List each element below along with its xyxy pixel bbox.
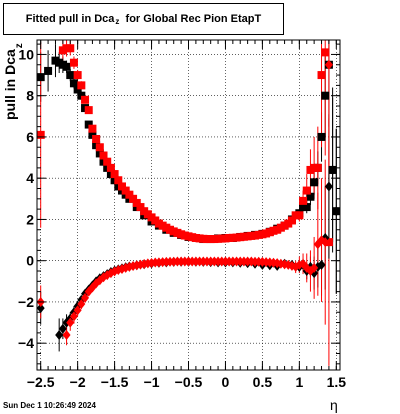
chart-title-subscript: z bbox=[115, 16, 120, 26]
square-marker bbox=[88, 124, 97, 133]
diamond-marker bbox=[77, 299, 86, 309]
y-axis-label-main: pull in Dca bbox=[2, 49, 18, 120]
y-tick-label: −2 bbox=[18, 294, 34, 310]
diamond-marker bbox=[324, 181, 333, 192]
x-tick-label: −1.5 bbox=[101, 374, 129, 390]
square-marker bbox=[103, 157, 112, 166]
diamond-marker bbox=[66, 317, 75, 328]
square-marker bbox=[317, 132, 326, 141]
y-tick-label: 8 bbox=[26, 88, 34, 104]
diamond-marker bbox=[62, 329, 71, 340]
y-axis-label-subscript: z bbox=[13, 43, 25, 49]
diamond-marker bbox=[58, 323, 67, 334]
x-tick-label: 0 bbox=[222, 374, 230, 390]
square-marker bbox=[287, 216, 296, 225]
square-marker bbox=[69, 58, 78, 67]
square-marker bbox=[95, 143, 104, 152]
square-marker bbox=[36, 73, 45, 82]
x-tick-label: −0.5 bbox=[175, 374, 203, 390]
square-marker bbox=[132, 198, 141, 207]
x-tick-label: 1 bbox=[295, 374, 303, 390]
axis-ticks: −2.5 −2 −1.5 −1 −0.5 0 0.5 1 1.5 −4 −2 0 2 4 6 8 10 bbox=[18, 40, 346, 390]
square-marker bbox=[77, 81, 86, 90]
square-marker bbox=[66, 44, 75, 53]
diamond-marker bbox=[36, 303, 45, 314]
y-axis-label: pull in Dcaz bbox=[2, 43, 25, 120]
square-marker bbox=[66, 71, 75, 80]
diamond-marker bbox=[328, 164, 337, 175]
square-marker bbox=[44, 66, 53, 75]
square-marker bbox=[321, 48, 330, 57]
y-tick-label: 10 bbox=[18, 46, 34, 62]
y-tick-label: 4 bbox=[26, 170, 34, 186]
timestamp: Sun Dec 1 10:26:49 2024 bbox=[3, 401, 96, 410]
x-tick-label: 1.5 bbox=[327, 374, 347, 390]
square-marker bbox=[306, 192, 315, 201]
chart-title-main: Fitted pull in Dca bbox=[25, 13, 115, 25]
square-marker bbox=[106, 163, 115, 172]
square-marker bbox=[88, 130, 97, 139]
square-marker bbox=[92, 135, 101, 143]
diamond-marker bbox=[55, 329, 64, 340]
x-tick-label: −2.5 bbox=[27, 374, 55, 390]
y-tick-label: 6 bbox=[26, 129, 34, 145]
diamond-marker bbox=[81, 292, 90, 303]
square-marker bbox=[81, 95, 90, 104]
square-marker bbox=[99, 151, 108, 160]
x-tick-label: 0.5 bbox=[253, 374, 273, 390]
square-marker bbox=[84, 106, 93, 115]
square-marker bbox=[313, 163, 322, 172]
x-tick-label: −2 bbox=[70, 374, 86, 390]
square-marker bbox=[84, 120, 93, 129]
square-marker bbox=[125, 190, 134, 199]
x-tick-label: −1 bbox=[144, 374, 160, 390]
square-marker bbox=[121, 186, 130, 195]
y-tick-label: 2 bbox=[26, 211, 34, 227]
chart-title: Fitted pull in Dca z for Global Rec Pion … bbox=[3, 3, 284, 35]
square-marker bbox=[77, 91, 86, 100]
square-marker bbox=[36, 130, 45, 139]
data-markers bbox=[36, 44, 341, 340]
square-marker bbox=[73, 85, 82, 94]
y-tick-label: −4 bbox=[18, 335, 34, 351]
square-marker bbox=[62, 62, 71, 71]
diamond-marker bbox=[317, 259, 326, 270]
square-marker bbox=[136, 203, 145, 212]
square-marker bbox=[310, 178, 319, 187]
diamond-marker bbox=[324, 59, 333, 70]
diamond-marker bbox=[321, 237, 330, 248]
square-marker bbox=[129, 194, 138, 203]
square-marker bbox=[299, 196, 308, 205]
square-marker bbox=[295, 211, 304, 220]
diamond-marker bbox=[73, 305, 82, 316]
square-marker bbox=[302, 203, 311, 212]
square-marker bbox=[317, 71, 326, 80]
x-axis-label: η bbox=[330, 397, 338, 413]
square-marker bbox=[110, 170, 119, 179]
square-marker bbox=[302, 186, 311, 195]
square-marker bbox=[321, 91, 330, 100]
diamond-marker bbox=[69, 311, 78, 322]
y-tick-label: 0 bbox=[26, 253, 34, 269]
diamond-marker bbox=[310, 262, 319, 273]
square-marker bbox=[69, 79, 78, 88]
square-marker bbox=[73, 71, 82, 80]
square-marker bbox=[114, 176, 123, 185]
chart-title-tail: for Global Rec Pion EtapT bbox=[125, 13, 262, 25]
square-marker bbox=[117, 182, 126, 191]
